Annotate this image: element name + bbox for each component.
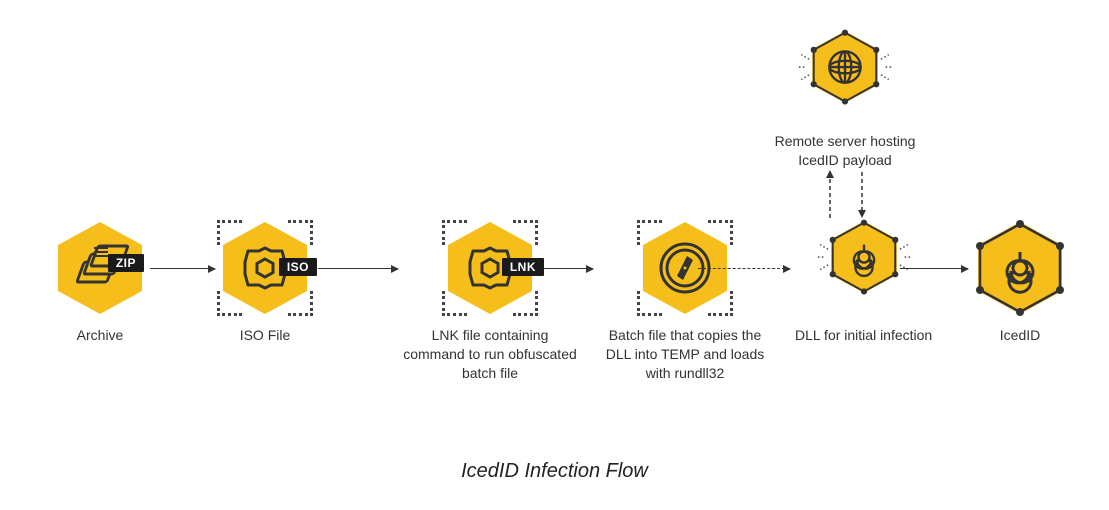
label-iso: ISO File bbox=[240, 326, 291, 345]
edge-dll-remote-up bbox=[823, 170, 837, 220]
badge-lnk: LNK bbox=[502, 258, 544, 276]
node-remote bbox=[795, 28, 895, 128]
node-archive: ZIP Archive bbox=[50, 218, 150, 345]
label-remote: Remote server hosting IcedID payload bbox=[755, 132, 935, 170]
badge-iso: ISO bbox=[279, 258, 317, 276]
label-dll: DLL for initial infection bbox=[795, 326, 932, 345]
label-icedid: IcedID bbox=[1000, 326, 1040, 345]
node-iso: ISO ISO File bbox=[215, 218, 315, 345]
label-archive: Archive bbox=[77, 326, 124, 345]
diagram-title: IcedID Infection Flow bbox=[0, 460, 1109, 483]
label-batch: Batch file that copies the DLL into TEMP… bbox=[595, 326, 775, 383]
edge-batch-dll bbox=[698, 268, 790, 269]
edge-archive-iso bbox=[150, 268, 215, 269]
label-lnk: LNK file containing command to run obfus… bbox=[400, 326, 580, 383]
edge-remote-dll-down bbox=[855, 170, 869, 220]
node-batch: Batch file that copies the DLL into TEMP… bbox=[595, 218, 775, 383]
edge-dll-icedid bbox=[900, 268, 968, 269]
badge-zip: ZIP bbox=[108, 254, 144, 272]
node-dll: DLL for initial infection bbox=[795, 218, 932, 345]
node-lnk: LNK LNK file containing command to run o… bbox=[400, 218, 580, 383]
edge-iso-lnk bbox=[318, 268, 398, 269]
node-icedid: IcedID bbox=[970, 218, 1070, 345]
